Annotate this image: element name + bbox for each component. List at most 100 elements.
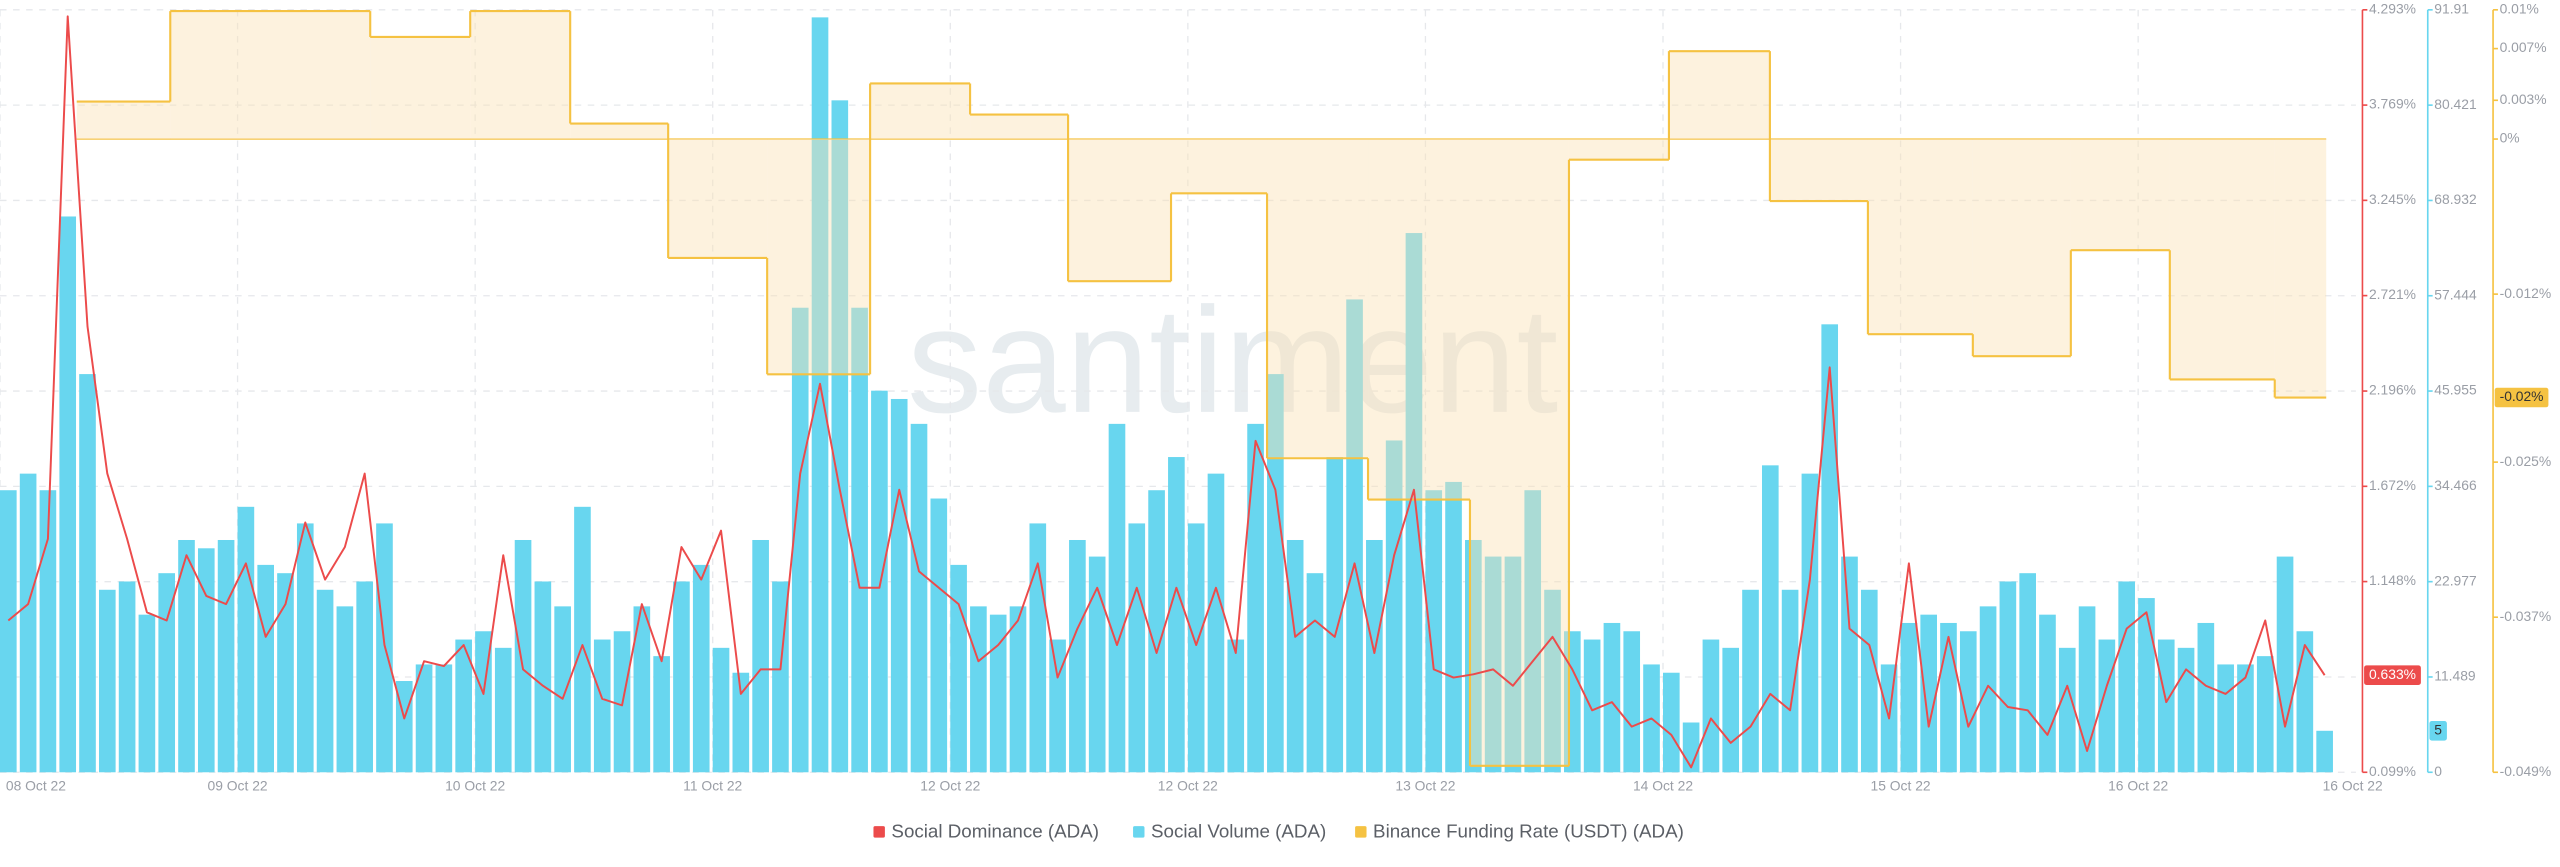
y-tick-label: 4.293% [2369,0,2416,16]
bar [1781,589,1799,773]
area [1568,139,1669,160]
bar [2078,606,2096,773]
bar [2316,730,2333,773]
area [1769,139,1868,202]
bar [871,390,888,773]
legend-marker [873,826,885,838]
bar [752,539,769,773]
bar [1069,539,1086,773]
y-tick-label: 57.444 [2434,286,2477,302]
y-tick-label: 0.01% [2500,0,2539,16]
bar [1227,639,1245,773]
y-tick-label: -0.025% [2500,453,2552,469]
watermark: santiment [907,276,1558,444]
bar [39,490,57,773]
bar [237,506,255,773]
bar [257,564,274,773]
legend-marker [1133,826,1145,838]
bar [1761,465,1779,773]
area [370,36,471,140]
x-tick-label: 12 Oct 22 [920,778,980,794]
area [970,114,1069,140]
area [668,139,768,258]
bar [1702,639,1720,773]
area [170,11,371,140]
bar [2039,614,2056,773]
y-tick-label: 0% [2500,130,2520,146]
y-tick-label: 0.003% [2500,91,2547,107]
y-tick-label: 68.932 [2434,191,2477,207]
bar [1544,589,1561,773]
bar [2019,573,2036,773]
bar [989,614,1007,773]
x-tick-label: 10 Oct 22 [445,778,505,794]
bar [1029,523,1047,773]
bar [79,374,96,773]
bar [1860,589,1878,773]
bar [2138,598,2155,773]
bar [1841,556,1858,773]
bar [1603,622,1621,773]
legend-label: Binance Funding Rate (USDT) (ADA) [1373,821,1684,842]
bar [138,614,156,773]
badge-bg [2494,387,2549,408]
area [2274,139,2327,398]
value-badge: -0.02% [2494,387,2549,408]
bar [118,581,136,773]
bar [732,672,750,773]
bar [1326,457,1344,773]
bar [831,100,849,773]
bar [1385,440,1403,773]
y-tick-label: 80.421 [2434,96,2477,112]
x-tick-label: 11 Oct 22 [683,778,742,794]
bar [1108,423,1126,773]
legend-label: Social Volume (ADA) [1151,821,1326,842]
area [1171,139,1268,194]
bar [2058,647,2076,773]
bar [514,539,532,773]
x-tick-label: 15 Oct 22 [1871,778,1931,794]
legend-label: Social Dominance (ADA) [891,821,1099,842]
bar [356,581,373,773]
y-tick-label: 22.977 [2434,572,2477,588]
bar [1128,523,1146,773]
bar [1425,490,1443,773]
bar [277,573,294,773]
bar [1742,589,1759,773]
bar [0,490,17,773]
badge-text: -0.02% [2500,388,2544,404]
y-tick-label: 1.672% [2369,477,2416,493]
bar [59,216,77,773]
bar [1088,556,1106,773]
y-tick-label: 0 [2434,763,2442,779]
bar [673,581,690,773]
bar [2256,656,2274,773]
badge-text: 5 [2434,721,2442,737]
bar [1009,606,1027,773]
bar [1583,639,1601,773]
bar [950,564,967,773]
bar [2118,581,2135,773]
bar [633,606,651,773]
area [570,123,669,140]
area [1668,51,1770,140]
bar [930,498,948,773]
bar [890,398,908,773]
badge-bg [2364,665,2421,685]
bar [712,647,730,773]
area [1972,139,2071,357]
area [767,139,871,375]
x-tick-label: 13 Oct 22 [1395,778,1455,794]
y-tick-label: 2.196% [2369,382,2416,398]
area [1867,139,1973,335]
bar [296,523,314,773]
area [76,101,171,140]
bar [494,647,512,773]
bar [2177,647,2195,773]
y-tick-label: 91.91 [2434,0,2469,16]
bar [811,17,829,773]
x-tick-label: 08 Oct 22 [6,778,66,794]
area [1068,139,1172,282]
bar [336,606,354,773]
